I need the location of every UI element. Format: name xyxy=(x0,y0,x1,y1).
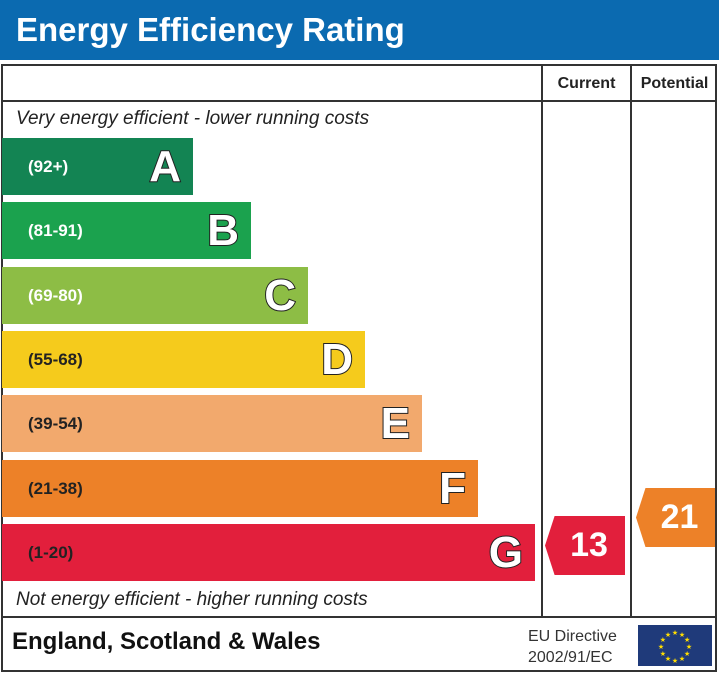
band-range: (21-38) xyxy=(28,478,83,498)
band-range: (92+) xyxy=(28,157,69,176)
band-letter: G xyxy=(488,527,524,578)
band-b: (81-91) B xyxy=(2,202,251,260)
band-d: (55-68) D xyxy=(2,330,365,388)
band-range: (69-80) xyxy=(28,285,83,305)
star-icon: ★ xyxy=(672,657,678,665)
directive-line1: EU Directive xyxy=(528,628,617,645)
potential-rating-arrow: 21 xyxy=(636,488,715,547)
current-rating-value: 13 xyxy=(570,526,608,564)
eu-directive: EU Directive 2002/91/EC xyxy=(528,626,617,668)
band-c: (69-80) C xyxy=(2,266,308,324)
divider xyxy=(630,64,632,618)
star-icon: ★ xyxy=(660,636,666,644)
band-letter: D xyxy=(320,334,354,385)
band-g: (1-20) G xyxy=(2,523,535,581)
star-icon: ★ xyxy=(684,636,690,644)
band-letter: F xyxy=(438,463,467,514)
directive-line2: 2002/91/EC xyxy=(528,649,613,666)
band-letter: C xyxy=(263,270,297,321)
top-note: Very energy efficient - lower running co… xyxy=(16,108,370,129)
band-range: (81-91) xyxy=(28,221,83,241)
band-letter: E xyxy=(380,398,411,449)
star-icon: ★ xyxy=(686,643,692,651)
band-f: (21-38) F xyxy=(2,459,478,517)
star-icon: ★ xyxy=(679,631,685,639)
band-range: (1-20) xyxy=(28,542,74,562)
band-range: (55-68) xyxy=(28,349,83,369)
star-icon: ★ xyxy=(658,643,664,651)
band-letter: B xyxy=(206,205,240,256)
star-icon: ★ xyxy=(660,650,666,658)
band-range: (39-54) xyxy=(28,414,83,434)
star-icon: ★ xyxy=(665,631,671,639)
bottom-note: Not energy efficient - higher running co… xyxy=(16,589,368,610)
column-header-potential: Potential xyxy=(640,75,709,92)
divider xyxy=(1,100,717,102)
column-header-current: Current xyxy=(557,75,616,92)
band-a: (92+) A xyxy=(2,138,193,195)
star-icon: ★ xyxy=(672,629,678,637)
band-e: (39-54) E xyxy=(2,395,422,453)
star-icon: ★ xyxy=(679,655,685,663)
star-icon: ★ xyxy=(684,650,690,658)
page-title: Energy Efficiency Rating xyxy=(0,0,719,60)
divider xyxy=(541,64,543,618)
potential-rating-value: 21 xyxy=(660,498,699,536)
star-icon: ★ xyxy=(665,655,671,663)
current-rating-arrow: 13 xyxy=(545,516,625,575)
divider xyxy=(1,616,717,618)
band-letter: A xyxy=(148,141,182,192)
eu-flag-icon: ★ ★ ★ ★ ★ ★ ★ ★ ★ ★ ★ ★ xyxy=(638,625,712,666)
region-label: England, Scotland & Wales xyxy=(12,628,321,655)
